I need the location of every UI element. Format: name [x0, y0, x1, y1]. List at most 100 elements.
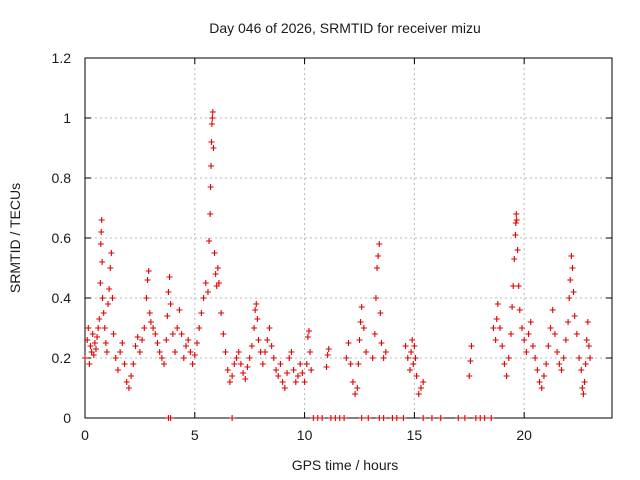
y-tick-label: 0.4: [52, 290, 72, 306]
data-point: [164, 313, 171, 319]
data-point: [375, 253, 382, 259]
data-point: [324, 352, 331, 358]
data-point: [292, 379, 299, 385]
data-point: [207, 184, 214, 190]
data-point: [237, 361, 244, 367]
data-point: [174, 325, 181, 331]
data-point: [215, 280, 222, 286]
data-point: [154, 340, 161, 346]
data-point: [134, 334, 141, 340]
data-point: [556, 361, 563, 367]
data-point: [323, 364, 330, 370]
data-point: [145, 268, 152, 274]
data-points: [82, 109, 594, 421]
data-point: [567, 277, 574, 283]
data-point: [277, 361, 284, 367]
data-point: [501, 361, 508, 367]
data-point: [527, 319, 534, 325]
data-point: [420, 415, 427, 421]
data-point: [146, 310, 153, 316]
data-point: [208, 163, 215, 169]
data-point: [347, 361, 354, 367]
data-point: [101, 325, 108, 331]
data-point: [264, 337, 271, 343]
data-point: [562, 337, 569, 343]
data-point: [413, 373, 420, 379]
data-point: [357, 319, 364, 325]
data-point: [198, 310, 205, 316]
data-point: [92, 346, 99, 352]
data-point: [352, 391, 359, 397]
data-point: [297, 361, 304, 367]
data-point: [579, 385, 586, 391]
data-point: [343, 355, 350, 361]
data-point: [141, 325, 148, 331]
y-axis-label: SRMTID / TECUs: [7, 183, 23, 293]
data-point: [288, 349, 295, 355]
data-point: [114, 367, 121, 373]
data-point: [281, 385, 288, 391]
data-point: [209, 115, 216, 121]
data-point: [536, 379, 543, 385]
data-point: [492, 337, 499, 343]
data-point: [226, 379, 233, 385]
data-point: [268, 343, 275, 349]
data-point: [481, 415, 488, 421]
data-point: [560, 355, 567, 361]
data-point: [208, 121, 215, 127]
data-point: [406, 367, 413, 373]
y-tick-label: 0.2: [52, 350, 72, 366]
data-point: [166, 274, 173, 280]
data-point: [308, 367, 315, 373]
data-point: [128, 373, 135, 379]
data-point: [169, 331, 176, 337]
data-point: [87, 343, 94, 349]
data-point: [103, 349, 110, 355]
data-point: [488, 415, 495, 421]
data-point: [400, 415, 407, 421]
data-point: [178, 331, 185, 337]
data-point: [358, 304, 365, 310]
data-point: [284, 370, 291, 376]
data-point: [252, 307, 259, 313]
data-point: [273, 367, 280, 373]
data-point: [305, 328, 312, 334]
data-point: [235, 349, 242, 355]
data-point: [356, 337, 363, 343]
data-point: [167, 415, 174, 421]
data-point: [102, 340, 109, 346]
data-point: [547, 325, 554, 331]
data-point: [117, 349, 124, 355]
data-point: [341, 415, 348, 421]
data-point: [96, 316, 103, 322]
data-point: [420, 379, 427, 385]
data-point: [224, 367, 231, 373]
data-point: [549, 307, 556, 313]
data-point: [253, 301, 260, 307]
y-tick-label: 0.6: [52, 230, 72, 246]
data-point: [307, 349, 314, 355]
data-point: [377, 310, 384, 316]
x-tick-label: 5: [191, 427, 199, 443]
x-tick-label: 15: [407, 427, 423, 443]
data-point: [109, 295, 116, 301]
data-point: [523, 349, 530, 355]
data-point: [525, 331, 532, 337]
data-point: [84, 337, 91, 343]
data-point: [214, 265, 221, 271]
data-point: [187, 349, 194, 355]
data-point: [408, 349, 415, 355]
data-point: [585, 343, 592, 349]
data-point: [354, 385, 361, 391]
data-point: [345, 340, 352, 346]
data-point: [583, 337, 590, 343]
data-point: [89, 331, 96, 337]
data-point: [325, 346, 332, 352]
data-point: [371, 331, 378, 337]
data-point: [410, 361, 417, 367]
data-point: [279, 379, 286, 385]
data-point: [262, 349, 269, 355]
data-point: [248, 343, 255, 349]
data-point: [411, 343, 418, 349]
